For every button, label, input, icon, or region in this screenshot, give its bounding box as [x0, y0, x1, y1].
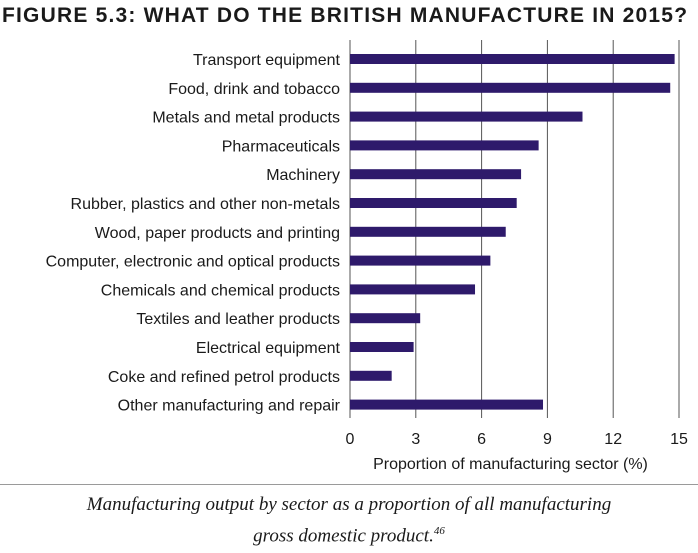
bar — [350, 255, 491, 266]
figure-title: FIGURE 5.3: WHAT DO THE BRITISH MANUFACT… — [2, 4, 689, 27]
bar — [350, 54, 675, 64]
category-label: Rubber, plastics and other non-metals — [71, 196, 340, 213]
category-label: Metals and metal products — [152, 110, 340, 127]
bar — [350, 82, 671, 93]
bar — [350, 198, 517, 208]
bar — [350, 111, 583, 122]
caption-divider — [0, 484, 698, 485]
bar — [350, 313, 421, 324]
bar — [350, 226, 506, 237]
category-label: Electrical equipment — [196, 340, 341, 357]
x-tick-label: 3 — [411, 431, 420, 448]
category-label: Pharmaceuticals — [222, 138, 340, 155]
bars — [350, 54, 675, 410]
bar — [350, 370, 392, 381]
x-tick-label: 0 — [346, 431, 355, 448]
x-tick-label: 6 — [477, 431, 486, 448]
figure-caption: Manufacturing output by sector as a prop… — [30, 492, 668, 549]
bar — [350, 140, 539, 151]
caption-line-1: Manufacturing output by sector as a prop… — [86, 494, 612, 515]
x-tick-label: 12 — [604, 431, 622, 448]
x-tick-label: 9 — [543, 431, 552, 448]
x-tick-label: 15 — [670, 431, 688, 448]
bar — [350, 169, 522, 180]
category-label: Food, drink and tobacco — [168, 81, 340, 98]
bar — [350, 399, 544, 410]
bar — [350, 342, 414, 352]
category-label: Computer, electronic and optical product… — [46, 254, 340, 271]
category-label: Other manufacturing and repair — [118, 398, 341, 415]
category-label: Machinery — [266, 167, 340, 184]
category-label: Coke and refined petrol products — [108, 369, 340, 386]
caption-footnote-ref: 46 — [433, 525, 445, 537]
category-label: Chemicals and chemical products — [101, 282, 340, 299]
caption-line-2-text: gross domestic product. — [253, 525, 434, 547]
x-axis-title: Proportion of manufacturing sector (%) — [373, 456, 648, 473]
category-labels: Transport equipment Food, drink and tobac… — [46, 52, 341, 415]
bar-chart: Transport equipment Food, drink and tobac… — [46, 40, 688, 473]
x-tick-labels: 0 3 6 9 12 15 — [346, 431, 688, 448]
bar — [350, 284, 476, 295]
caption-line-2: gross domestic product.46 — [30, 518, 668, 549]
category-label: Wood, paper products and printing — [95, 225, 340, 242]
category-label: Textiles and leather products — [136, 311, 340, 328]
category-label: Transport equipment — [193, 52, 341, 69]
